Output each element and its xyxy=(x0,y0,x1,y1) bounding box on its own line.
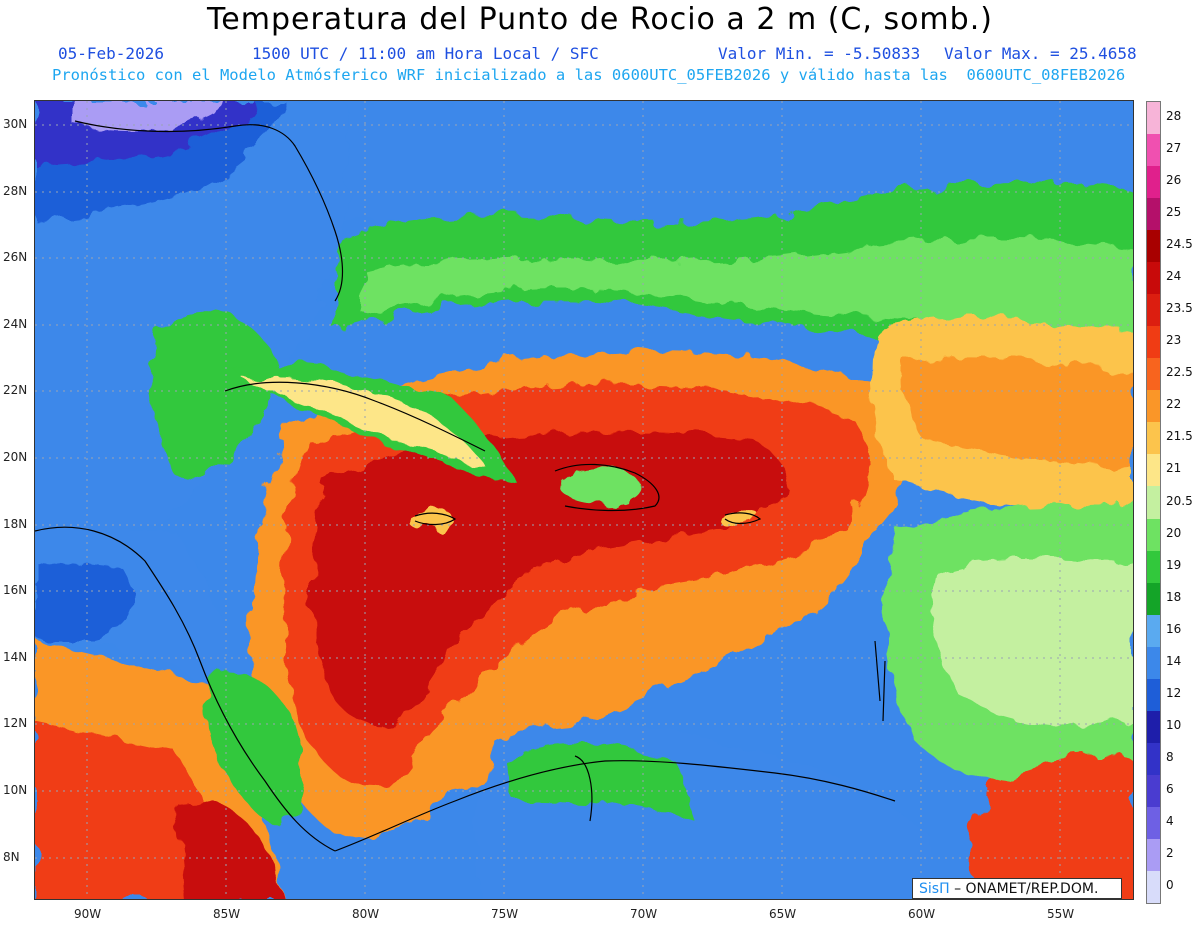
lat-label: 22N xyxy=(3,383,28,397)
colorbar-label: 16 xyxy=(1166,621,1182,636)
colorbar-label: 12 xyxy=(1166,685,1182,700)
colorbar-label: 23.5 xyxy=(1166,301,1193,316)
lon-label: 55W xyxy=(1047,907,1075,921)
colorbar-label: 25 xyxy=(1166,205,1182,220)
lon-label: 90W xyxy=(74,907,102,921)
colorbar-label: 4 xyxy=(1166,813,1174,828)
coastlines xyxy=(35,120,896,852)
colorbar-swatch xyxy=(1147,326,1160,359)
credit-box: SisΠ – ONAMET/REP.DOM. xyxy=(912,878,1122,899)
colorbar-swatch xyxy=(1147,358,1160,391)
colorbar-label: 21 xyxy=(1166,461,1182,476)
colorbar-swatch xyxy=(1147,230,1160,263)
colorbar-label: 10 xyxy=(1166,717,1182,732)
max-value: Valor Max. = 25.4658 xyxy=(944,44,1137,63)
lon-label: 75W xyxy=(491,907,519,921)
colorbar-swatch xyxy=(1147,774,1160,808)
colorbar-label: 14 xyxy=(1166,653,1182,668)
colorbar-swatch xyxy=(1147,198,1160,231)
colorbar-swatch xyxy=(1147,518,1160,552)
valid-time: 1500 UTC / 11:00 am Hora Local / SFC xyxy=(252,44,599,63)
colorbar-label: 21.5 xyxy=(1166,429,1193,444)
credit-org: – ONAMET/REP.DOM. xyxy=(954,881,1099,897)
colorbar-label: 27 xyxy=(1166,141,1182,156)
colorbar-swatch xyxy=(1147,838,1160,872)
colorbar-label: 20 xyxy=(1166,525,1182,540)
colorbar-swatch xyxy=(1147,422,1160,455)
colorbar-swatch xyxy=(1147,102,1160,135)
valid-date: 05-Feb-2026 xyxy=(58,44,164,63)
lon-label: 70W xyxy=(630,907,658,921)
dewpoint-field xyxy=(35,101,1133,899)
graticule xyxy=(35,101,1133,899)
colorbar-label: 8 xyxy=(1166,749,1174,764)
colorbar-swatch xyxy=(1147,806,1160,840)
colorbar-swatch xyxy=(1147,550,1160,584)
lat-label: 24N xyxy=(3,317,28,331)
colorbar-swatch xyxy=(1147,262,1160,295)
lon-label: 65W xyxy=(769,907,797,921)
colorbar-label: 28 xyxy=(1166,109,1182,124)
colorbar-swatch xyxy=(1147,614,1160,648)
lat-label: 10N xyxy=(3,783,28,797)
colorbar-label: 0 xyxy=(1166,877,1174,892)
sistpi-logo: SisΠ xyxy=(919,881,950,897)
lat-label: 30N xyxy=(3,117,28,131)
lat-label: 14N xyxy=(3,650,28,664)
colorbar-label: 26 xyxy=(1166,173,1182,188)
colorbar-label: 18 xyxy=(1166,589,1182,604)
colorbar-label: 2 xyxy=(1166,845,1174,860)
colorbar-swatch xyxy=(1147,390,1160,423)
lat-label: 8N xyxy=(3,850,20,864)
colorbar-swatch xyxy=(1147,742,1160,776)
lat-label: 12N xyxy=(3,716,28,730)
colorbar-label: 22.5 xyxy=(1166,365,1193,380)
colorbar-swatch xyxy=(1147,678,1160,712)
lat-label: 20N xyxy=(3,450,28,464)
colorbar-swatch xyxy=(1147,454,1160,487)
lat-label: 26N xyxy=(3,250,28,264)
lat-label: 18N xyxy=(3,517,28,531)
colorbar-swatch xyxy=(1147,870,1160,903)
lon-label: 80W xyxy=(352,907,380,921)
colorbar-label: 20.5 xyxy=(1166,493,1193,508)
colorbar-swatch xyxy=(1147,646,1160,680)
colorbar-swatch xyxy=(1147,294,1160,327)
forecast-info: Pronóstico con el Modelo Atmósferico WRF… xyxy=(52,66,1126,84)
colorbar xyxy=(1146,101,1161,904)
colorbar-label: 6 xyxy=(1166,781,1174,796)
min-value: Valor Min. = -5.50833 xyxy=(718,44,921,63)
colorbar-swatch xyxy=(1147,134,1160,167)
colorbar-label: 19 xyxy=(1166,557,1182,572)
colorbar-swatch xyxy=(1147,582,1160,616)
lon-label: 85W xyxy=(213,907,241,921)
colorbar-label: 22 xyxy=(1166,397,1182,412)
dewpoint-map xyxy=(34,100,1134,900)
colorbar-label: 24 xyxy=(1166,269,1182,284)
colorbar-swatch xyxy=(1147,486,1160,519)
lat-label: 16N xyxy=(3,583,28,597)
colorbar-label: 23 xyxy=(1166,333,1182,348)
colorbar-swatch xyxy=(1147,166,1160,199)
lat-label: 28N xyxy=(3,184,28,198)
lon-label: 60W xyxy=(908,907,936,921)
map-title: Temperatura del Punto de Rocio a 2 m (C,… xyxy=(207,2,993,37)
colorbar-swatch xyxy=(1147,710,1160,744)
colorbar-label: 24.5 xyxy=(1166,237,1193,252)
